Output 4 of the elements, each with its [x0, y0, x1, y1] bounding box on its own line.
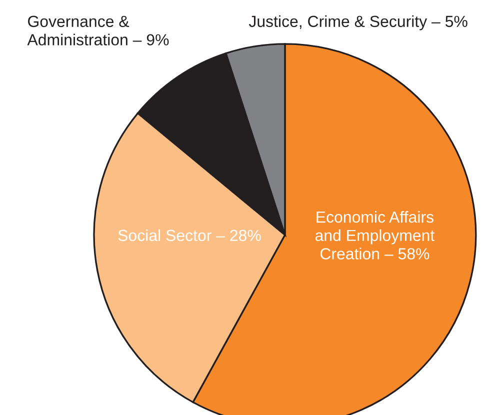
slice-label: Governance & Administration – 9%: [27, 16, 169, 46]
slice-label: Justice, Crime & Security – 5%: [248, 15, 468, 30]
slice-label: Social Sector – 28%: [118, 229, 261, 242]
slice-label: Economic Affairs and Employment Creation – 58%: [315, 210, 434, 260]
